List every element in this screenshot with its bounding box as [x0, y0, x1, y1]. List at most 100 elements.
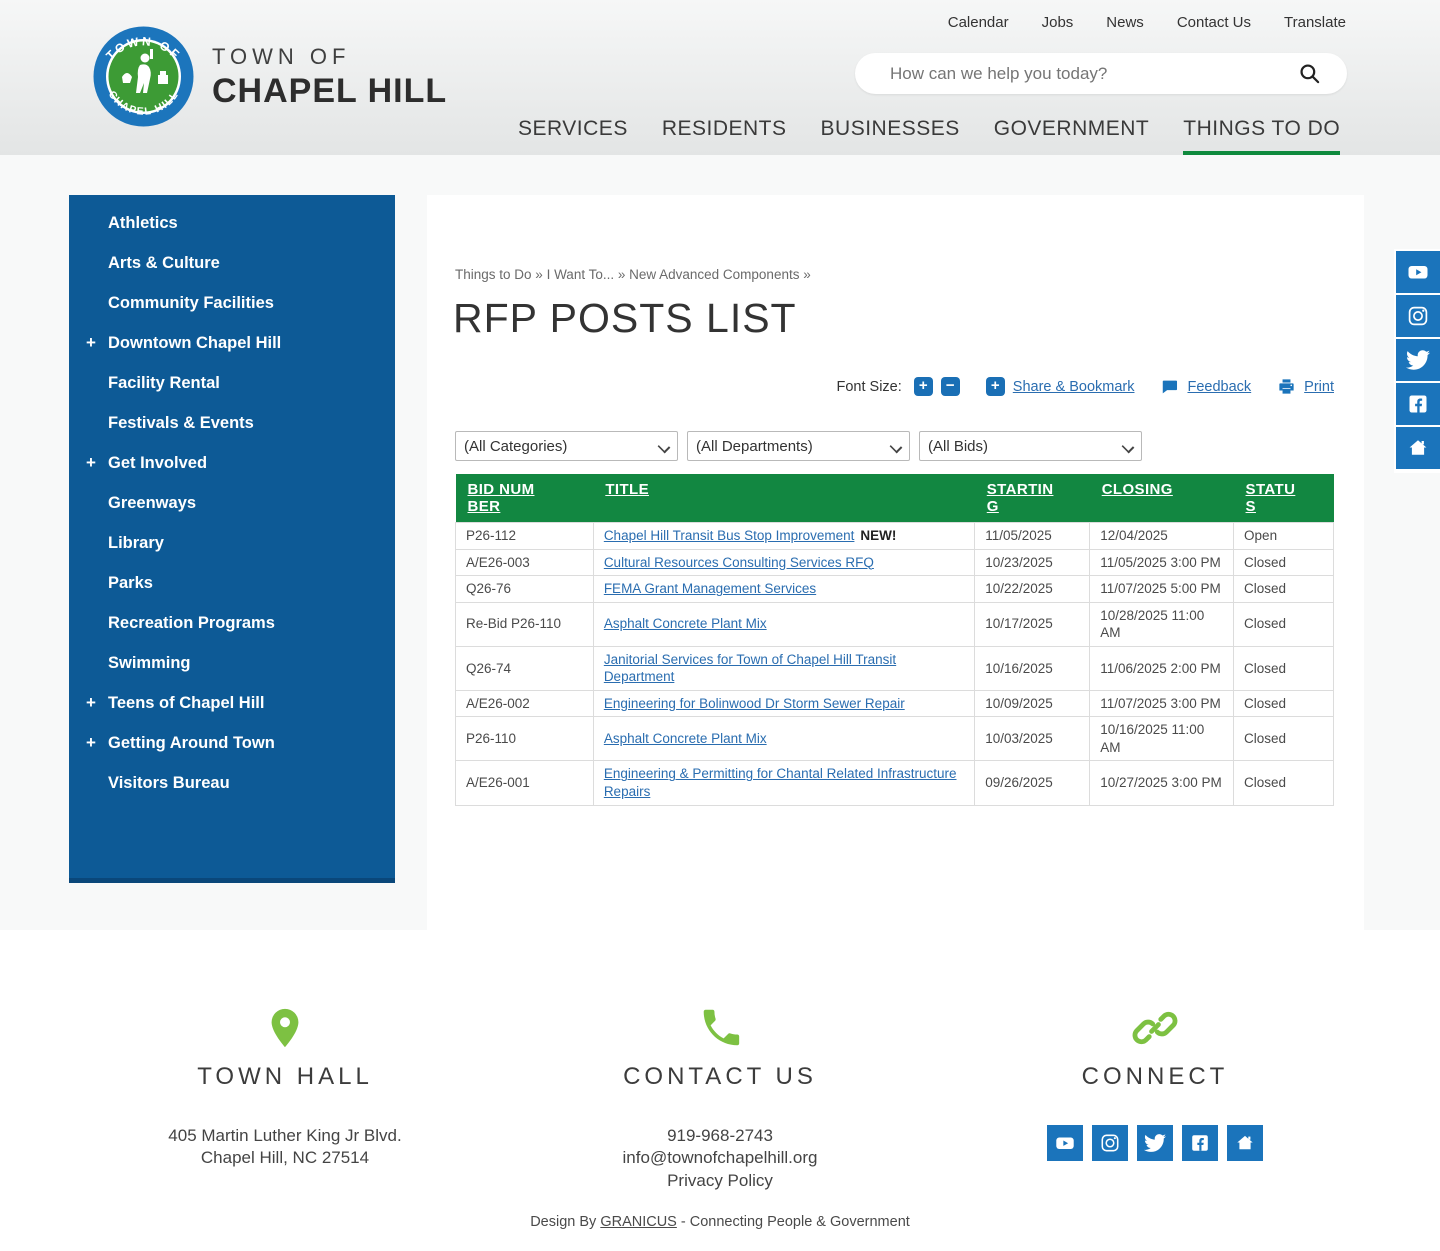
breadcrumb-link[interactable]: I Want To... — [546, 267, 615, 282]
expand-plus-icon[interactable]: + — [86, 333, 96, 352]
feedback-bubble-icon[interactable] — [1160, 377, 1179, 396]
cell-title: FEMA Grant Management Services — [592, 575, 976, 603]
bid-title-link[interactable]: FEMA Grant Management Services — [603, 581, 817, 597]
breadcrumb-link[interactable]: New Advanced Components — [629, 267, 800, 282]
bid-title-link[interactable]: Chapel Hill Transit Bus Stop Improvement — [603, 528, 855, 543]
col-header-closing[interactable]: CLOSING — [1089, 474, 1234, 523]
cell-status: Closed — [1233, 760, 1334, 806]
facebook-icon[interactable] — [1182, 1125, 1218, 1161]
sidebar-item-community-facilities[interactable]: Community Facilities — [69, 283, 395, 323]
utility-link-calendar[interactable]: Calendar — [947, 14, 1009, 31]
search-input[interactable] — [890, 53, 1290, 94]
departments-filter[interactable]: (All Departments) — [687, 431, 910, 461]
sidebar-item-arts-culture[interactable]: Arts & Culture — [69, 243, 395, 283]
contact-phone: 919-968-2743 — [667, 1126, 773, 1145]
share-bookmark-link[interactable]: Share & Bookmark — [1012, 378, 1135, 395]
sidebar-item-label: Visitors Bureau — [108, 774, 230, 792]
main-nav-things-to-do[interactable]: THINGS TO DO — [1183, 117, 1341, 156]
contact-email-link[interactable]: info@townofchapelhill.org — [622, 1148, 818, 1168]
sidebar-item-get-involved[interactable]: + Get Involved — [69, 443, 395, 483]
youtube-icon[interactable] — [1047, 1125, 1083, 1161]
font-decrease-icon[interactable]: − — [940, 377, 960, 396]
sidebar-item-facility-rental[interactable]: Facility Rental — [69, 363, 395, 403]
search-icon[interactable] — [1298, 62, 1321, 85]
main-nav-residents[interactable]: RESIDENTS — [661, 117, 787, 140]
cell-bid-number: Q26-76 — [455, 575, 594, 603]
new-badge: NEW! — [860, 528, 897, 543]
col-header-bid-number[interactable]: BID NUMBER — [455, 474, 594, 523]
categories-filter[interactable]: (All Categories) — [455, 431, 678, 461]
print-icon[interactable] — [1277, 377, 1296, 396]
main-nav-government[interactable]: GOVERNMENT — [993, 117, 1150, 140]
sidebar-item-recreation-programs[interactable]: Recreation Programs — [69, 603, 395, 643]
cell-starting-date: 10/16/2025 — [974, 645, 1091, 691]
granicus-link[interactable]: GRANICUS — [600, 1214, 677, 1230]
main-nav: SERVICES RESIDENTS BUSINESSES GOVERNMENT THI… — [518, 117, 1341, 156]
main-nav-businesses[interactable]: BUSINESSES — [820, 117, 960, 140]
cell-bid-number: P26-110 — [455, 716, 594, 762]
expand-plus-icon[interactable]: + — [86, 693, 96, 712]
col-header-title[interactable]: TITLE — [593, 474, 975, 523]
town-seal-logo[interactable]: TOWN OF CHAPEL HILL — [92, 25, 195, 128]
utility-link-news[interactable]: News — [1106, 14, 1144, 31]
utility-nav: Calendar Jobs News Contact Us Translate — [948, 14, 1346, 31]
instagram-icon[interactable] — [1092, 1125, 1128, 1161]
col-header-starting[interactable]: STARTING — [974, 474, 1090, 523]
sidebar-item-teens-of-chapel-hill[interactable]: + Teens of Chapel Hill — [69, 683, 395, 723]
bid-title-link[interactable]: Janitorial Services for Town of Chapel H… — [603, 651, 897, 685]
sidebar-item-parks[interactable]: Parks — [69, 563, 395, 603]
bids-filter[interactable]: (All Bids) — [919, 431, 1142, 461]
sidebar-item-visitors-bureau[interactable]: Visitors Bureau — [69, 763, 395, 803]
footer-contact-us: CONTACT US 919-968-2743 info@townofchape… — [505, 1005, 935, 1192]
utility-link-translate[interactable]: Translate — [1284, 14, 1346, 31]
privacy-policy-link[interactable]: Privacy Policy — [667, 1170, 773, 1190]
sidebar-item-downtown-chapel-hill[interactable]: + Downtown Chapel Hill — [69, 323, 395, 363]
facebook-icon[interactable] — [1396, 383, 1440, 425]
cell-closing-date: 10/16/2025 11:00 AM — [1089, 716, 1235, 762]
bid-title-link[interactable]: Engineering for Bolinwood Dr Storm Sewer… — [603, 695, 905, 711]
site-search — [855, 53, 1347, 94]
youtube-icon[interactable] — [1396, 251, 1440, 293]
share-plus-icon[interactable]: + — [985, 377, 1005, 396]
col-header-status[interactable]: STATUS — [1233, 474, 1334, 523]
cell-status: Open — [1233, 522, 1334, 550]
cell-title: Cultural Resources Consulting Services R… — [592, 548, 976, 577]
sidebar-item-label: Arts & Culture — [108, 254, 220, 272]
expand-plus-icon[interactable]: + — [86, 733, 96, 752]
main-nav-services[interactable]: SERVICES — [518, 117, 628, 140]
nextdoor-icon[interactable] — [1396, 427, 1440, 469]
site-logo-text[interactable]: TOWN OF CHAPEL HILL — [212, 44, 447, 111]
font-size-label: Font Size: — [836, 378, 902, 395]
bid-title-link[interactable]: Asphalt Concrete Plant Mix — [603, 731, 767, 747]
font-increase-icon[interactable]: + — [913, 377, 933, 396]
breadcrumb-link[interactable]: Things to Do — [455, 267, 532, 282]
sidebar-item-label: Athletics — [108, 214, 178, 232]
expand-plus-icon[interactable]: + — [86, 453, 96, 472]
utility-link-contact-us[interactable]: Contact Us — [1176, 14, 1252, 31]
table-row: Re-Bid P26-110 Asphalt Concrete Plant Mix… — [455, 601, 1334, 647]
bid-title-link[interactable]: Engineering & Permitting for Chantal Rel… — [603, 766, 957, 800]
nextdoor-icon[interactable] — [1227, 1125, 1263, 1161]
town-seal-icon: TOWN OF CHAPEL HILL — [93, 26, 194, 127]
sidebar-item-greenways[interactable]: Greenways — [69, 483, 395, 523]
twitter-icon[interactable] — [1137, 1125, 1173, 1161]
sidebar-item-label: Greenways — [108, 494, 197, 512]
cell-status: Closed — [1233, 689, 1334, 718]
sidebar-item-library[interactable]: Library — [69, 523, 395, 563]
twitter-icon[interactable] — [1396, 339, 1440, 381]
rfp-table: BID NUMBER TITLE STARTING CLOSING STATUS… — [455, 474, 1334, 806]
utility-link-jobs[interactable]: Jobs — [1041, 14, 1074, 31]
sidebar-item-label: Swimming — [108, 654, 191, 672]
sidebar-item-athletics[interactable]: Athletics — [69, 203, 395, 243]
sidebar-item-getting-around-town[interactable]: + Getting Around Town — [69, 723, 395, 763]
instagram-icon[interactable] — [1396, 295, 1440, 337]
sidebar-item-festivals-events[interactable]: Festivals & Events — [69, 403, 395, 443]
cell-title: Engineering for Bolinwood Dr Storm Sewer… — [592, 689, 976, 718]
feedback-link[interactable]: Feedback — [1187, 378, 1252, 395]
sidebar-item-swimming[interactable]: Swimming — [69, 643, 395, 683]
cell-bid-number: P26-112 — [455, 522, 594, 550]
connect-heading: CONNECT — [1081, 1063, 1229, 1090]
bid-title-link[interactable]: Asphalt Concrete Plant Mix — [603, 616, 767, 632]
print-link[interactable]: Print — [1304, 378, 1334, 395]
bid-title-link[interactable]: Cultural Resources Consulting Services R… — [603, 554, 874, 570]
